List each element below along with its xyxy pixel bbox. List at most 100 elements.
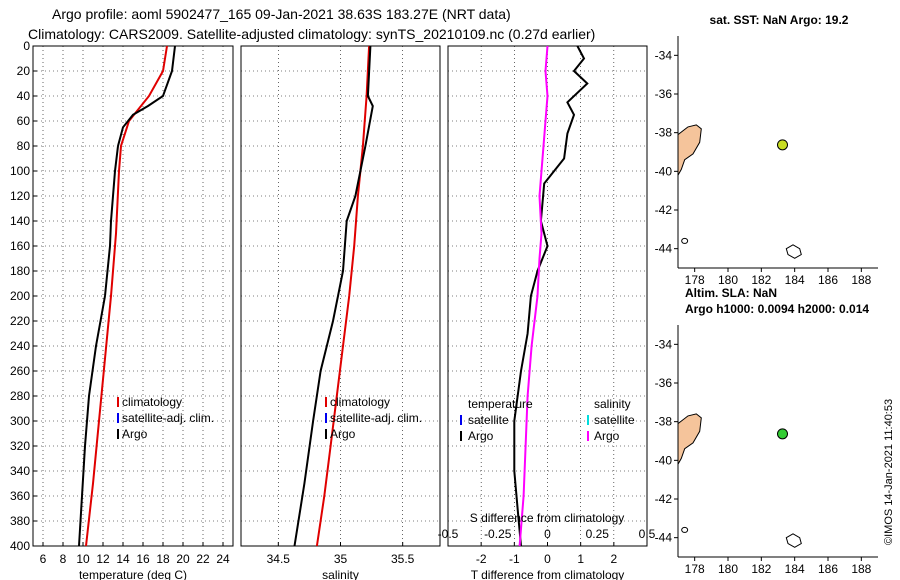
map-sst-land [677, 124, 702, 178]
difference-tick-label: 2 [610, 552, 617, 566]
map-sst-island [785, 244, 802, 259]
map-sst-tick-label-x: 188 [851, 273, 871, 287]
salinity-legend-label: climatology [330, 395, 390, 409]
temperature-tick-label: 20 [176, 552, 190, 566]
map-sla-land [677, 413, 702, 467]
temperature-xlabel: temperature (deg C) [79, 568, 187, 580]
map-sla-tick-label-x: 184 [785, 562, 805, 576]
depth-tick-label: 380 [10, 514, 30, 528]
depth-tick-label: 140 [10, 214, 30, 228]
difference-tick-label: 1 [577, 552, 584, 566]
map-sla-tick-label-x: 188 [851, 562, 871, 576]
map-sst-argo-position-marker [777, 139, 788, 151]
title-line-1: Argo profile: aoml 5902477_165 09-Jan-20… [52, 6, 511, 22]
depth-tick-label: 20 [17, 64, 31, 78]
temperature-tick-label: 16 [136, 552, 150, 566]
temperature-tick-label: 6 [40, 552, 47, 566]
difference-legend-s-label: Argo [594, 429, 620, 443]
salinity-tick-label: 35 [334, 552, 348, 566]
map-sla-tick-label-y: -44 [655, 531, 673, 545]
difference-xlabel-top: S difference from climatology [470, 511, 625, 525]
depth-tick-label: 100 [10, 164, 30, 178]
difference-tick-label: 0 [544, 552, 551, 566]
depth-tick-label: 340 [10, 464, 30, 478]
depth-tick-label: 240 [10, 339, 30, 353]
title-line-2: Climatology: CARS2009. Satellite-adjuste… [28, 26, 595, 42]
difference-top-tick-label: -0.25 [484, 527, 512, 541]
map-sst-tick-label-y: -44 [655, 242, 673, 256]
map-sla-tick-label-x: 182 [751, 562, 771, 576]
difference-legend-t-label: Argo [468, 429, 494, 443]
map-sst-title: sat. SST: NaN Argo: 19.2 [710, 13, 849, 27]
map-sla-subtitle: Argo h1000: 0.0094 h2000: 0.014 [685, 302, 869, 316]
difference-top-tick-label: -0.5 [438, 527, 459, 541]
map-sla-tick-label-y: -34 [655, 337, 673, 351]
difference-series-s-diff--argo- [518, 45, 549, 547]
difference-tick-label: -2 [476, 552, 487, 566]
map-sla-tick-label-x: 186 [818, 562, 838, 576]
map-sla-tick-label-y: -38 [655, 415, 673, 429]
map-sst-tick-label-y: -34 [655, 48, 673, 62]
difference-legend-s-label: satellite [594, 413, 635, 427]
salinity-tick-label: 35.5 [391, 552, 415, 566]
depth-tick-label: 300 [10, 414, 30, 428]
map-sla-islet [681, 526, 689, 533]
depth-tick-label: 80 [17, 139, 31, 153]
difference-legend-salinity-title: salinity [594, 397, 631, 411]
temperature-tick-label: 10 [76, 552, 90, 566]
map-sla-tick-label-y: -36 [655, 376, 673, 390]
difference-top-tick-label: 0.25 [586, 527, 610, 541]
depth-tick-label: 360 [10, 489, 30, 503]
watermark: ©IMOS 14-Jan-2021 11:40:53 [883, 399, 895, 545]
difference-legend-t-label: satellite [468, 413, 509, 427]
map-sla-island [785, 533, 802, 548]
temperature-tick-label: 14 [116, 552, 130, 566]
depth-tick-label: 260 [10, 364, 30, 378]
temperature-tick-label: 8 [60, 552, 67, 566]
difference-legend-temperature-title: temperature [468, 397, 533, 411]
difference-tick-label: -1 [509, 552, 520, 566]
difference-xlabel: T difference from climatology [471, 568, 625, 580]
depth-tick-label: 220 [10, 314, 30, 328]
map-sst-tick-label-y: -36 [655, 87, 673, 101]
difference-top-tick-label: 0.5 [639, 527, 656, 541]
map-sla-tick-label-y: -42 [655, 492, 673, 506]
map-sla-tick-label-x: 178 [685, 562, 705, 576]
depth-tick-label: 160 [10, 239, 30, 253]
map-sst-islet [681, 237, 689, 244]
map-sst-tick-label-x: 180 [718, 273, 738, 287]
temperature-series-climatology [85, 45, 168, 547]
salinity-legend-label: satellite-adj. clim. [330, 411, 422, 425]
map-sst-tick-label-x: 186 [818, 273, 838, 287]
depth-tick-label: 0 [23, 39, 30, 53]
depth-tick-label: 180 [10, 264, 30, 278]
temperature-legend-label: climatology [122, 395, 182, 409]
difference-top-tick-label: 0 [544, 527, 551, 541]
temperature-series-argo [78, 45, 176, 547]
depth-tick-label: 400 [10, 539, 30, 553]
salinity-legend-label: Argo [330, 427, 356, 441]
temperature-tick-label: 18 [156, 552, 170, 566]
depth-tick-label: 200 [10, 289, 30, 303]
map-sla-tick-label-x: 180 [718, 562, 738, 576]
map-sla-title: Altim. SLA: NaN [685, 286, 777, 300]
temperature-legend-label: Argo [122, 427, 148, 441]
depth-tick-label: 320 [10, 439, 30, 453]
depth-tick-label: 60 [17, 114, 31, 128]
temperature-tick-label: 12 [96, 552, 110, 566]
salinity-tick-label: 34.5 [267, 552, 291, 566]
map-sla-argo-position-marker [777, 428, 788, 440]
map-sla-tick-label-y: -40 [655, 453, 673, 467]
temperature-tick-label: 24 [216, 552, 230, 566]
temperature-tick-label: 22 [196, 552, 210, 566]
map-sst-tick-label-x: 182 [751, 273, 771, 287]
map-sst-tick-label-y: -40 [655, 164, 673, 178]
depth-tick-label: 40 [17, 89, 31, 103]
temperature-legend-label: satellite-adj. clim. [122, 411, 214, 425]
map-sst-tick-label-x: 178 [685, 273, 705, 287]
salinity-series-climatology [315, 45, 371, 547]
map-sst-tick-label-y: -38 [655, 126, 673, 140]
depth-tick-label: 280 [10, 389, 30, 403]
plot-panels: 6 8 10 12 14 16 18 20 22 240204060801001201401601… [10, 13, 878, 580]
